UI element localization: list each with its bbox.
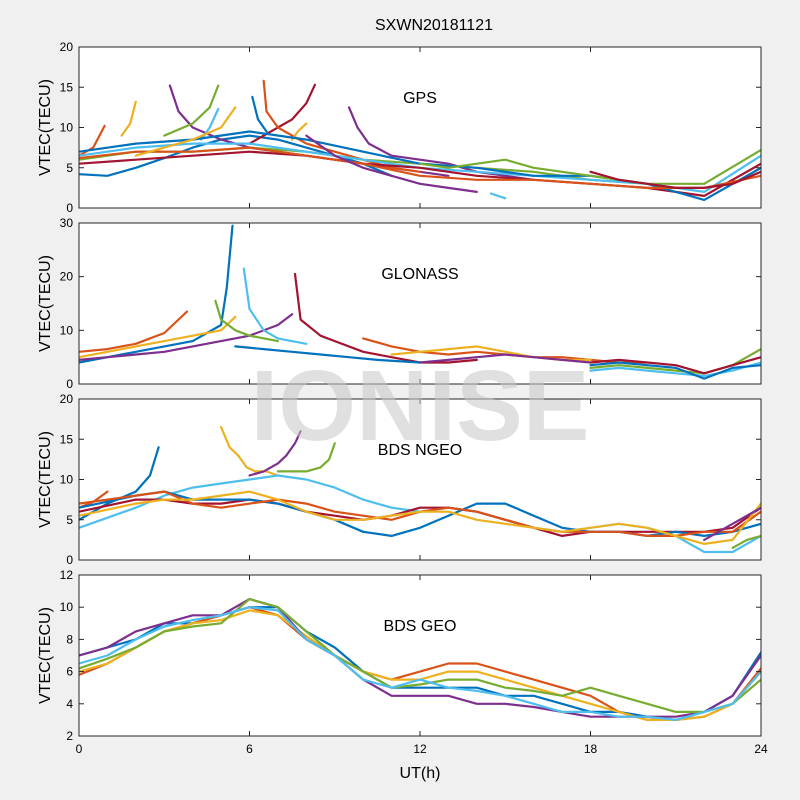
y-tick-label: 5 — [66, 513, 73, 527]
plot-area — [79, 223, 761, 384]
series-line — [79, 146, 761, 189]
y-tick-label: 12 — [60, 568, 74, 582]
y-tick-label: 20 — [60, 270, 74, 284]
series-line — [234, 345, 422, 364]
series-line — [589, 356, 761, 375]
series-group — [79, 79, 761, 201]
y-tick-label: 30 — [60, 216, 74, 230]
series-line — [79, 313, 294, 361]
series-line — [276, 442, 336, 473]
y-tick-label: 6 — [66, 665, 73, 679]
series-line — [242, 267, 308, 345]
series-line — [589, 361, 761, 380]
x-tick-label: 6 — [246, 742, 253, 756]
series-line — [79, 598, 761, 713]
series-group — [79, 426, 761, 554]
series-line — [418, 353, 592, 364]
y-tick-label: 15 — [60, 432, 74, 446]
y-tick-label: 8 — [66, 632, 73, 646]
series-line — [79, 315, 237, 359]
panel-2: 0 10 20 30 VTEC(TECU) GLONASS — [37, 216, 762, 391]
series-line — [589, 170, 761, 189]
series-line — [703, 506, 761, 541]
x-tick-label: 24 — [754, 742, 768, 756]
panel-label: BDS GEO — [384, 618, 457, 635]
y-axis-label: VTEC(TECU) — [37, 607, 54, 704]
y-tick-label: 4 — [66, 697, 73, 711]
chart-title: SXWN20181121 — [375, 17, 493, 34]
y-tick-label: 0 — [66, 201, 73, 215]
series-line — [489, 192, 507, 200]
y-tick-label: 20 — [60, 40, 74, 54]
series-line — [418, 158, 649, 185]
y-tick-label: 0 — [66, 377, 73, 391]
series-line — [305, 134, 478, 193]
y-tick-label: 0 — [66, 553, 73, 567]
series-line — [251, 95, 268, 133]
series-line — [79, 446, 160, 521]
y-axis-label: VTEC(TECU) — [37, 255, 54, 352]
x-tick-label: 12 — [413, 742, 427, 756]
plot-area — [79, 399, 761, 560]
plot-area — [79, 575, 761, 736]
series-line — [134, 106, 237, 157]
y-tick-label: 20 — [60, 392, 74, 406]
y-axis-label: VTEC(TECU) — [37, 431, 54, 528]
series-line — [347, 106, 535, 181]
x-axis-label: UT(h) — [400, 765, 441, 782]
y-tick-label: 10 — [60, 323, 74, 337]
x-tick-label: 18 — [584, 742, 598, 756]
series-line — [293, 272, 478, 364]
series-line — [731, 534, 761, 549]
panel-label: GPS — [403, 90, 437, 107]
y-tick-label: 5 — [66, 161, 73, 175]
panel-3: 0 5 10 15 20 VTEC(TECU) BDS NGEO — [37, 392, 762, 567]
series-line — [79, 310, 189, 353]
series-line — [220, 426, 279, 477]
watermark: IONISE — [251, 350, 590, 462]
series-group — [79, 598, 761, 721]
series-line — [248, 430, 302, 477]
series-line — [79, 498, 761, 537]
series-line — [214, 299, 279, 343]
series-line — [163, 84, 220, 137]
panel-label: GLONASS — [381, 266, 458, 283]
y-tick-label: 10 — [60, 121, 74, 135]
series-line — [79, 606, 761, 721]
series-line — [79, 124, 106, 157]
series-line — [79, 490, 761, 545]
series-group — [79, 224, 761, 380]
y-tick-label: 10 — [60, 473, 74, 487]
y-axis-label: VTEC(TECU) — [37, 79, 54, 176]
panel-1: 0 5 10 15 20 VTEC(TECU) GPS — [37, 40, 762, 215]
series-line — [589, 361, 761, 377]
series-line — [120, 100, 137, 137]
x-tick-label: 0 — [76, 742, 83, 756]
panel-label: BDS NGEO — [378, 442, 462, 459]
y-tick-label: 10 — [60, 600, 74, 614]
series-line — [79, 490, 761, 537]
y-tick-label: 2 — [66, 729, 73, 743]
y-tick-label: 15 — [60, 80, 74, 94]
series-line — [248, 83, 316, 145]
